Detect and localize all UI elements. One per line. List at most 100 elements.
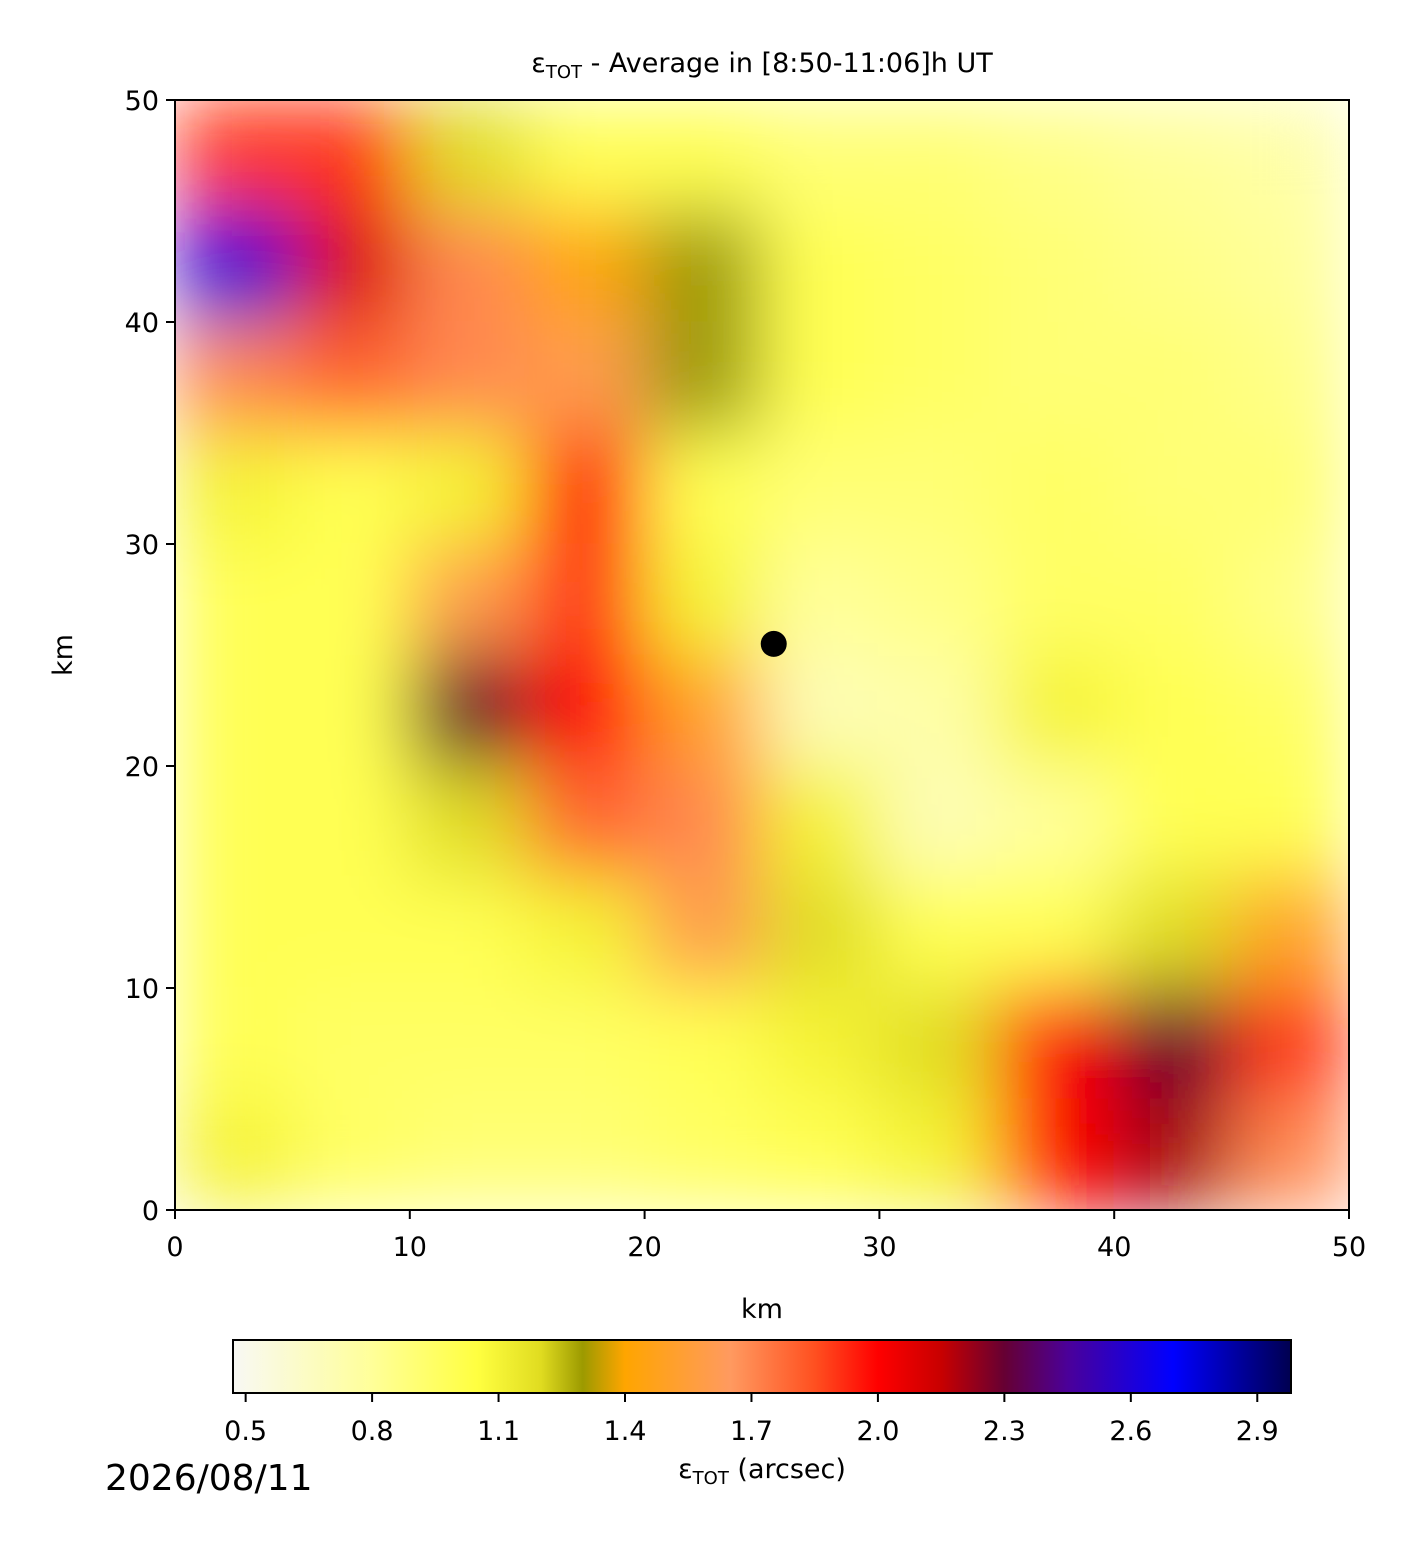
heat-cell [409,321,528,434]
chart-title: εTOT - Average in [8:50-11:06]h UT [531,48,993,83]
heat-cell [644,876,763,989]
y-tick-label: 30 [125,530,159,561]
date-annotation: 2026/08/11 [105,1458,313,1499]
heat-cell [1113,765,1233,878]
heat-cell [761,987,880,1100]
heat-cell [175,876,293,989]
heat-cell [291,432,411,545]
heat-cell [526,210,646,323]
heat-cell [409,100,528,212]
heat-cell [526,1098,646,1210]
heat-cell [175,432,293,545]
x-tick-label: 0 [166,1232,183,1263]
heat-cell [644,1098,763,1210]
heat-cell [1231,432,1349,545]
heat-cell [761,210,880,323]
heat-cell [1231,543,1349,656]
heat-cell [1231,654,1349,767]
heat-cell [644,987,763,1100]
heat-cell [291,100,411,212]
x-tick-label: 10 [393,1232,427,1263]
x-axis-label: km [741,1294,783,1325]
heat-cell [1231,100,1349,212]
text-part: (arcsec) [729,1454,846,1485]
plot-frame [174,99,1350,1211]
x-tick-label: 30 [862,1232,896,1263]
heat-cell [996,432,1115,545]
heat-cell [526,876,646,989]
heat-cell [644,210,763,323]
colorbar-tick-label: 1.4 [604,1416,647,1447]
heat-cell [291,210,411,323]
heat-cell [409,987,528,1100]
heat-cell [878,987,998,1100]
heat-cell [526,654,646,767]
heat-cell [291,654,411,767]
heat-cell [644,321,763,434]
heat-cell [996,987,1115,1100]
heat-cell [761,765,880,878]
heat-cell [1113,1098,1233,1210]
heat-cell [175,100,293,212]
heat-cell [996,543,1115,656]
text-part: TOT [692,1468,730,1489]
heat-cell [526,432,646,545]
heat-cell [878,654,998,767]
heat-cell [409,432,528,545]
text-part: ε [531,48,546,79]
colorbar-tick-label: 1.7 [730,1416,773,1447]
heat-cell [526,765,646,878]
heat-cell [1231,1098,1349,1210]
heat-cell [1231,765,1349,878]
heat-cell [1231,987,1349,1100]
heat-cell [878,876,998,989]
heat-cell [1113,987,1233,1100]
heat-cell [878,432,998,545]
heat-cell [409,543,528,656]
heat-cell [1113,321,1233,434]
colorbar [232,1339,1292,1394]
x-tick-label: 50 [1332,1232,1366,1263]
colorbar-tick-label: 2.9 [1236,1416,1279,1447]
heat-cell [175,765,293,878]
heat-cell [996,1098,1115,1210]
heat-cell [175,543,293,656]
y-tick-label: 0 [142,1196,159,1227]
heat-cell [761,100,880,212]
site-marker [760,630,787,657]
heat-cell [1231,210,1349,323]
colorbar-tick-label: 1.1 [477,1416,520,1447]
heat-cell [996,876,1115,989]
heat-cell [996,765,1115,878]
heat-cell [644,765,763,878]
heat-cell [175,210,293,323]
heat-cell [644,100,763,212]
heat-cell [1231,321,1349,434]
heat-cell [291,876,411,989]
heat-cell [1231,876,1349,989]
x-tick-label: 40 [1097,1232,1131,1263]
colorbar-tick-label: 2.6 [1109,1416,1152,1447]
heat-cell [1113,876,1233,989]
colorbar-tick-label: 2.3 [983,1416,1026,1447]
heat-cell [996,321,1115,434]
heat-cell [291,321,411,434]
heat-cell [878,543,998,656]
heat-cell [878,321,998,434]
heat-cell [526,321,646,434]
y-tick-label: 20 [125,752,159,783]
heat-cell [644,543,763,656]
heat-cell [526,543,646,656]
y-tick-label: 50 [125,86,159,117]
heat-cell [996,210,1115,323]
heat-cell [761,876,880,989]
heat-cell [175,987,293,1100]
heat-cell [175,1098,293,1210]
heat-cell [644,432,763,545]
heat-cell [175,654,293,767]
heat-cell [878,210,998,323]
heat-cell [1113,432,1233,545]
heat-cell [1113,100,1233,212]
heat-cell [409,1098,528,1210]
